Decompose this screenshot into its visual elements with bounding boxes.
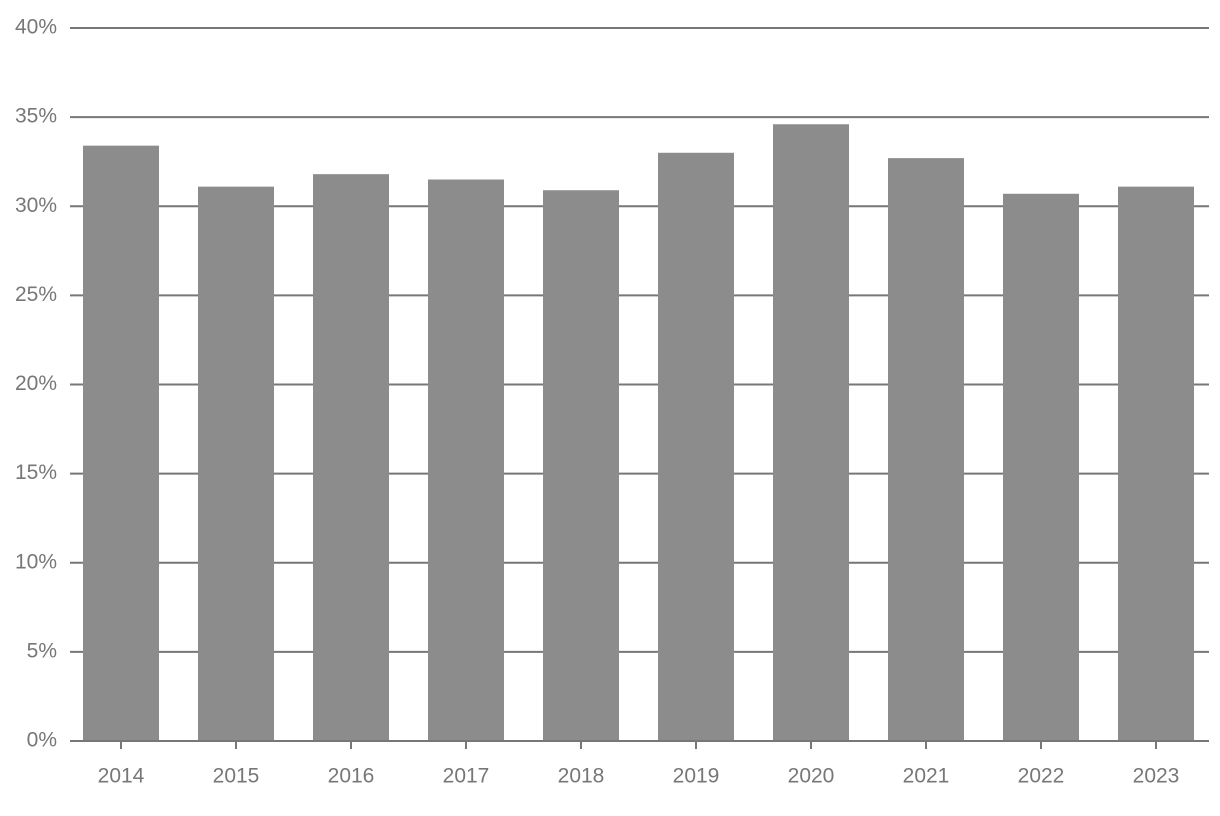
- x-tick-label: 2020: [788, 765, 835, 788]
- y-tick-label: 35%: [15, 105, 57, 128]
- x-tick-label: 2017: [443, 765, 490, 788]
- y-tick-label: 15%: [15, 461, 57, 484]
- y-tick-label: 25%: [15, 283, 57, 306]
- bar: [773, 124, 849, 741]
- y-tick-label: 5%: [27, 639, 57, 662]
- bar: [198, 186, 274, 741]
- bar: [888, 158, 964, 741]
- x-tick-label: 2022: [1018, 765, 1065, 788]
- bar: [1003, 193, 1079, 741]
- x-tick-label: 2016: [328, 765, 375, 788]
- x-tick-label: 2014: [98, 765, 145, 788]
- y-tick-label: 10%: [15, 550, 57, 573]
- x-tick-label: 2015: [213, 765, 260, 788]
- x-tick-label: 2021: [903, 765, 950, 788]
- bar: [543, 190, 619, 741]
- x-tick-label: 2018: [558, 765, 605, 788]
- y-tick-label: 20%: [15, 372, 57, 395]
- bar: [83, 145, 159, 741]
- x-tick-label: 2019: [673, 765, 720, 788]
- y-tick-label: 0%: [27, 729, 57, 752]
- y-tick-label: 40%: [15, 16, 57, 39]
- bar: [428, 179, 504, 741]
- x-tick-label: 2023: [1133, 765, 1180, 788]
- bar: [658, 152, 734, 741]
- bar: [1118, 186, 1194, 741]
- y-tick-label: 30%: [15, 194, 57, 217]
- bar: [313, 174, 389, 742]
